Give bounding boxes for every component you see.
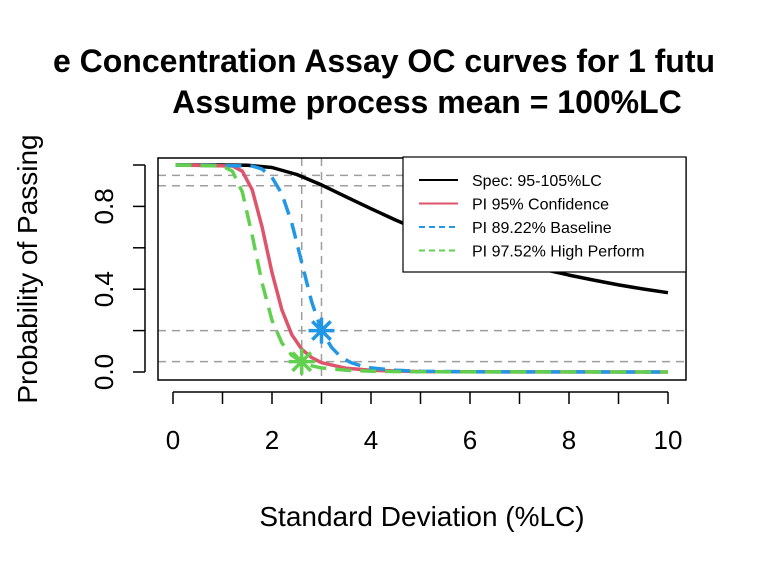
marker-pi-89-22-baseline — [308, 317, 335, 344]
x-axis-label: Standard Deviation (%LC) — [259, 501, 584, 532]
legend: Spec: 95-105%LC PI 95% Confidence PI 89.22… — [402, 156, 687, 273]
y-tick-label: 0.8 — [89, 188, 119, 224]
y-axis: 0.0 0.4 0.8 — [89, 164, 146, 390]
x-tick-label: 0 — [166, 425, 180, 455]
legend-box — [402, 156, 687, 273]
legend-items: Spec: 95-105%LC PI 95% Confidence PI 89.22… — [419, 173, 645, 261]
legend-item-pi-89-22-baseline: PI 89.22% Baseline — [419, 220, 612, 237]
legend-item-pi-97-52-high-perform: PI 97.52% High Perform — [419, 244, 645, 261]
y-axis-label: Probability of Passing — [12, 134, 43, 403]
legend-label: PI 97.52% High Perform — [472, 244, 645, 261]
legend-label: PI 89.22% Baseline — [472, 220, 612, 237]
x-tick-label: 6 — [463, 425, 477, 455]
marker-pi-97-52-high-perform — [288, 348, 315, 375]
marker-stroke — [311, 320, 332, 342]
legend-item-pi-95-confidence: PI 95% Confidence — [419, 197, 609, 214]
legend-item-spec-95-105-lc: Spec: 95-105%LC — [419, 173, 602, 190]
y-tick-label: 0.4 — [89, 271, 119, 307]
x-axis: 0 2 4 6 8 10 — [166, 391, 683, 455]
x-tick-label: 10 — [654, 425, 683, 455]
chart-title-line1: e Concentration Assay OC curves for 1 fu… — [53, 43, 715, 79]
x-tick-label: 2 — [265, 425, 279, 455]
y-tick-label: 0.0 — [89, 354, 119, 390]
marker-stroke — [291, 351, 313, 373]
chart-title-line2: Assume process mean = 100%LC — [172, 84, 682, 120]
x-tick-label: 4 — [364, 425, 378, 455]
x-tick-label: 8 — [562, 425, 576, 455]
legend-label: PI 95% Confidence — [472, 197, 609, 214]
threshold-markers — [288, 317, 335, 375]
legend-label: Spec: 95-105%LC — [472, 173, 602, 190]
